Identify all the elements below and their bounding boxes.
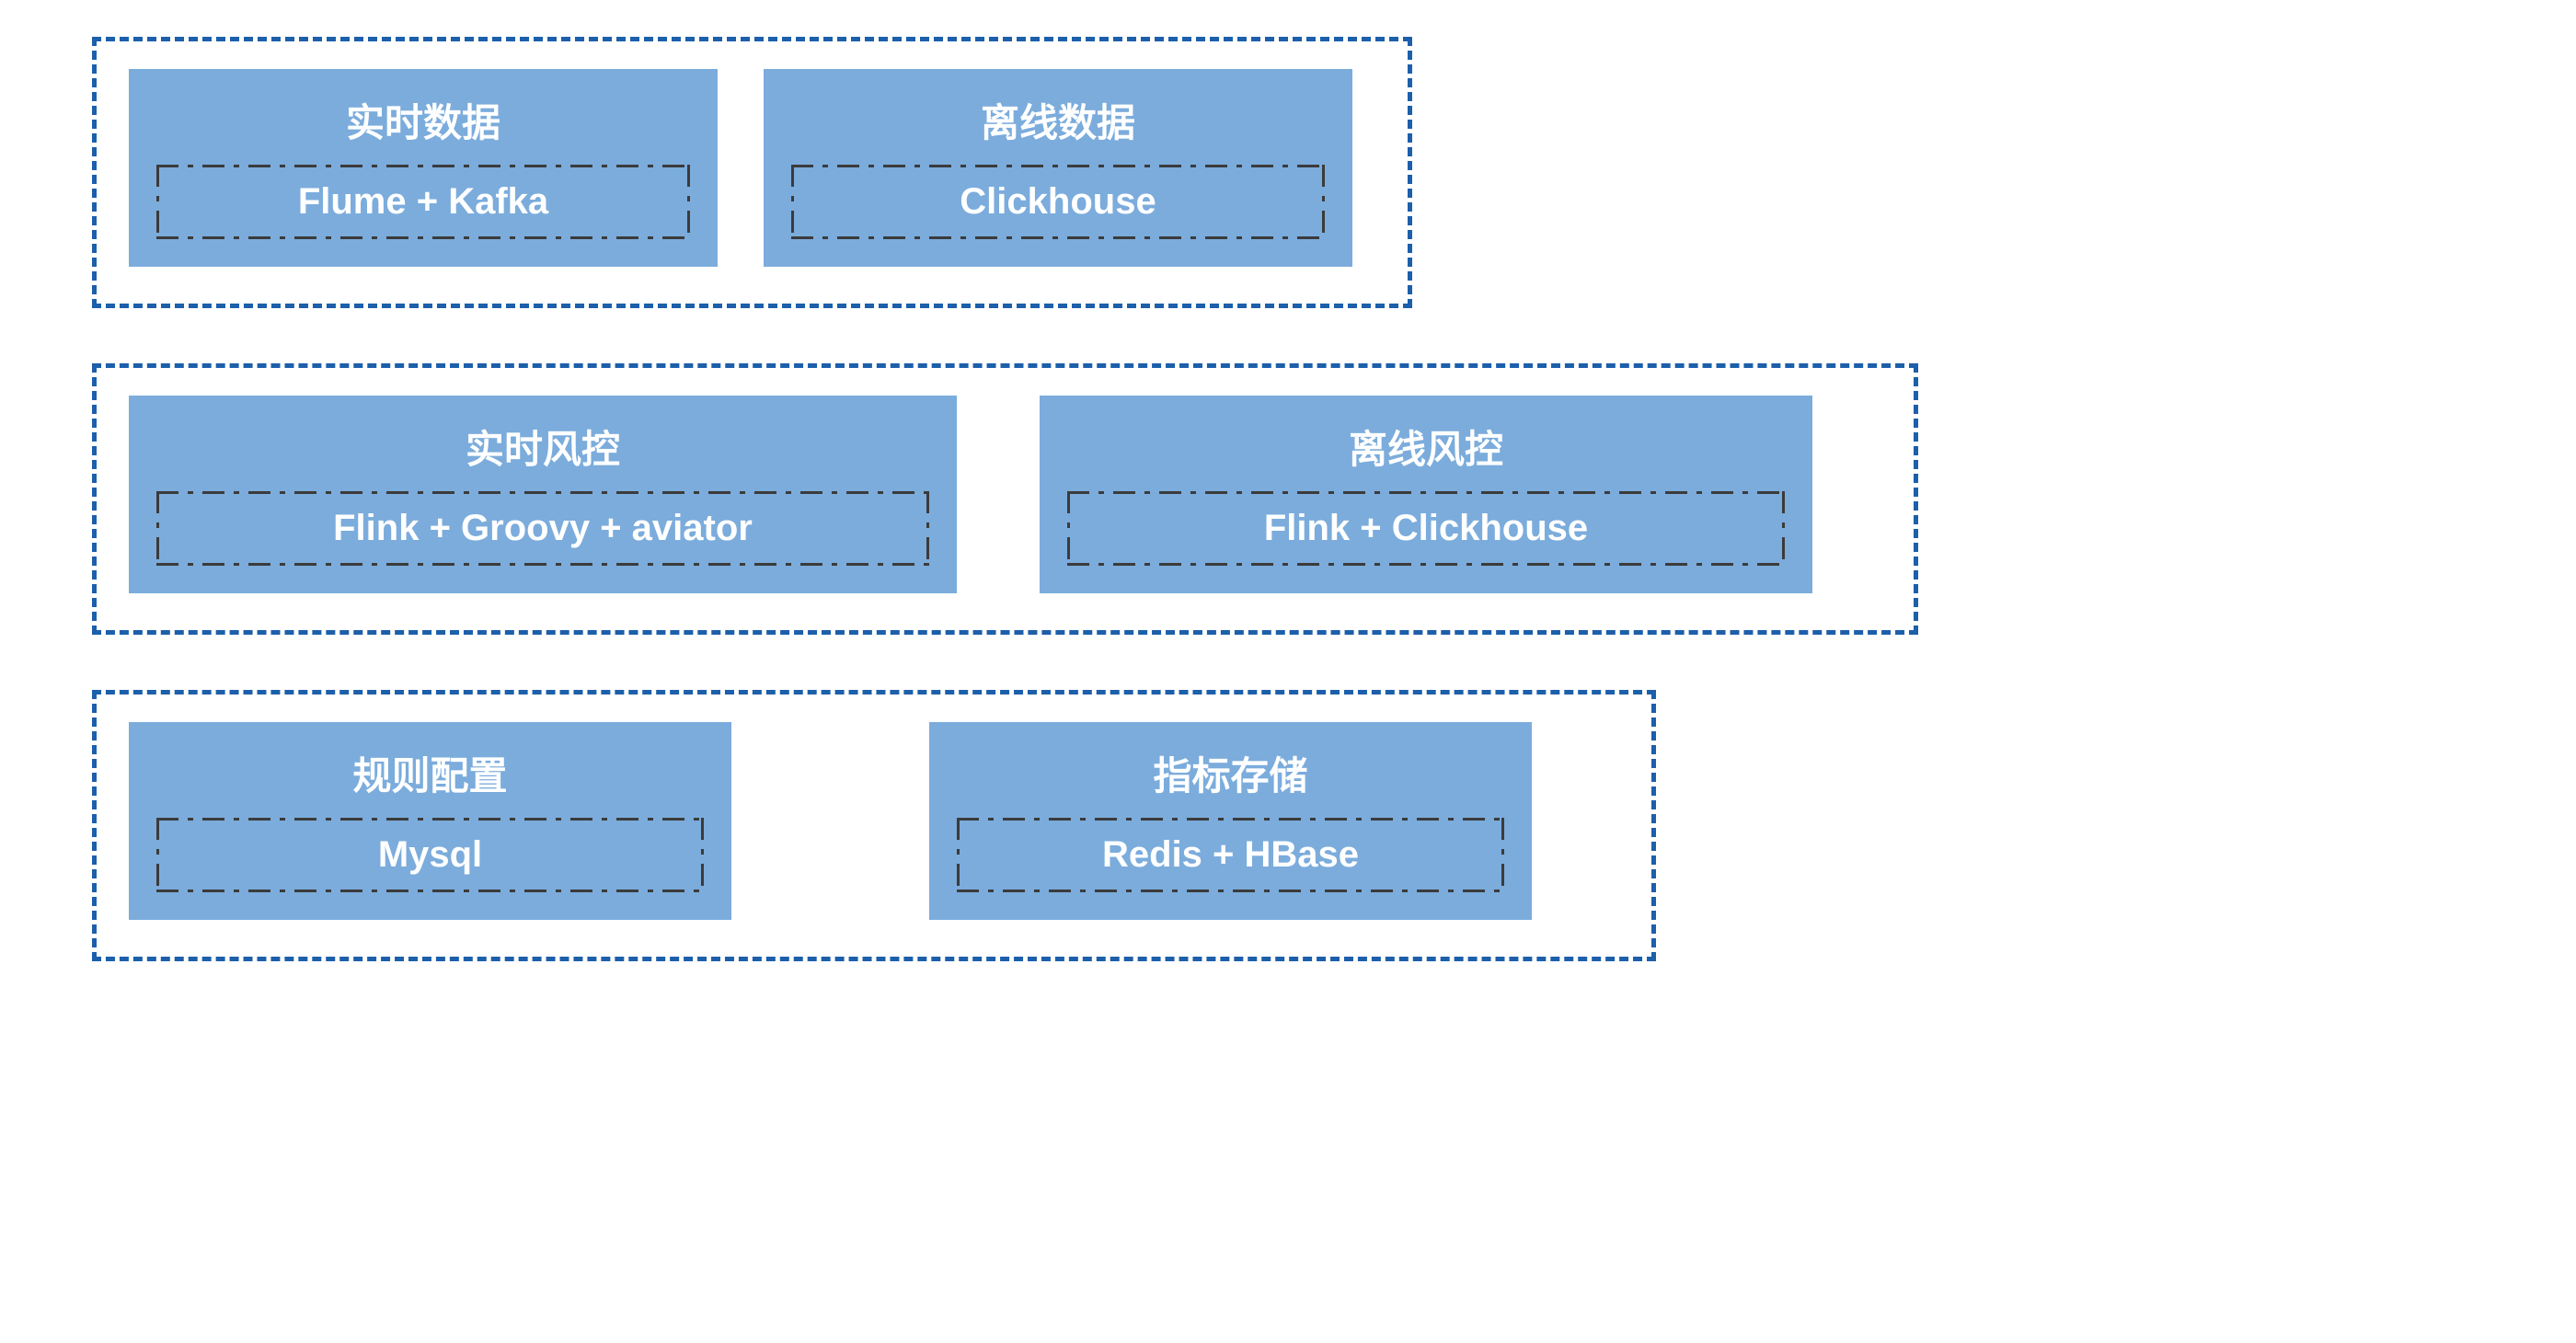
realtime-risk-card: 实时风控 Flink + Groovy + aviator <box>129 396 957 593</box>
metric-storage-tech: Redis + HBase <box>1102 834 1359 875</box>
realtime-risk-tech: Flink + Groovy + aviator <box>333 508 753 548</box>
realtime-risk-title: 实时风控 <box>466 419 620 475</box>
offline-risk-tech: Flink + Clickhouse <box>1264 508 1588 548</box>
rule-config-card: 规则配置 Mysql <box>129 722 731 920</box>
realtime-risk-tech-box: Flink + Groovy + aviator <box>156 491 929 566</box>
rule-config-title: 规则配置 <box>352 745 507 801</box>
rule-config-tech-box: Mysql <box>156 818 704 892</box>
risk-control-layer-group: 实时风控 Flink + Groovy + aviator 离线风控 <box>92 363 1918 635</box>
metric-storage-title: 指标存储 <box>1153 745 1307 801</box>
realtime-data-tech-box: Flume + Kafka <box>156 165 690 239</box>
offline-risk-card: 离线风控 Flink + Clickhouse <box>1040 396 1812 593</box>
storage-layer-group: 规则配置 Mysql 指标存储 Redis + <box>92 690 1656 961</box>
realtime-data-tech: Flume + Kafka <box>298 181 548 222</box>
offline-risk-tech-box: Flink + Clickhouse <box>1067 491 1785 566</box>
metric-storage-card: 指标存储 Redis + HBase <box>929 722 1532 920</box>
offline-data-title: 离线数据 <box>981 92 1135 148</box>
data-layer-group: 实时数据 Flume + Kafka 离线数据 <box>92 37 1412 308</box>
offline-risk-title: 离线风控 <box>1349 419 1503 475</box>
metric-storage-tech-box: Redis + HBase <box>957 818 1504 892</box>
offline-data-tech-box: Clickhouse <box>791 165 1325 239</box>
realtime-data-title: 实时数据 <box>346 92 500 148</box>
rule-config-tech: Mysql <box>378 834 482 875</box>
offline-data-tech: Clickhouse <box>960 181 1156 222</box>
realtime-data-card: 实时数据 Flume + Kafka <box>129 69 718 267</box>
architecture-diagram: 实时数据 Flume + Kafka 离线数据 <box>92 37 2484 961</box>
offline-data-card: 离线数据 Clickhouse <box>764 69 1352 267</box>
